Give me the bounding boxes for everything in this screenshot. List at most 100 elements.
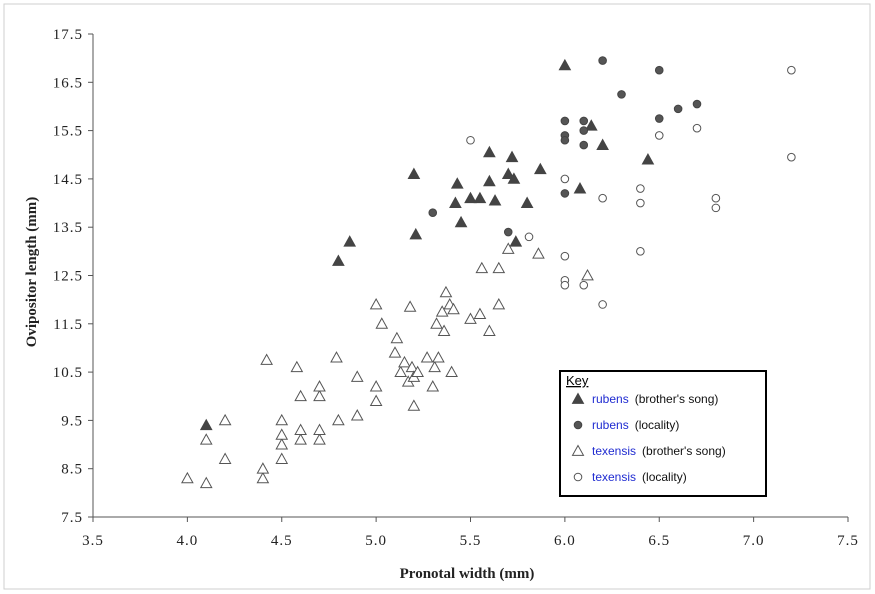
- data-point: [641, 153, 655, 165]
- data-point: [488, 194, 502, 206]
- data-point: [350, 409, 364, 421]
- data-point: [294, 433, 307, 445]
- data-point: [473, 191, 487, 204]
- data-point: [464, 312, 477, 324]
- data-point: [403, 300, 417, 312]
- data-point: [388, 346, 402, 358]
- data-point: [394, 365, 408, 377]
- legend-label: rubens (brother's song): [592, 392, 718, 406]
- data-point: [199, 418, 213, 431]
- series-3: [466, 65, 796, 309]
- data-point: [579, 140, 589, 150]
- data-point: [654, 114, 664, 123]
- data-point: [407, 399, 421, 411]
- y-tick-label: 15.5: [53, 124, 83, 140]
- data-point: [430, 317, 443, 329]
- data-point: [218, 452, 232, 464]
- data-point: [313, 389, 326, 402]
- data-point: [449, 196, 462, 208]
- data-point: [524, 232, 534, 242]
- legend-species: rubens: [592, 392, 629, 406]
- data-point: [509, 235, 523, 247]
- data-point: [558, 58, 572, 71]
- data-point: [581, 268, 594, 281]
- data-points: [181, 56, 796, 489]
- legend-label: texensis (brother's song): [592, 444, 726, 458]
- data-point: [313, 380, 326, 392]
- data-point: [275, 452, 289, 464]
- data-point: [260, 353, 273, 365]
- data-point: [654, 131, 664, 140]
- x-tick-label: 6.5: [648, 533, 670, 549]
- data-point: [787, 65, 796, 75]
- data-point: [579, 126, 589, 135]
- data-point: [473, 307, 487, 320]
- y-tick-label: 14.5: [53, 172, 83, 188]
- data-point: [411, 365, 424, 377]
- legend-note: (brother's song): [642, 444, 726, 458]
- y-axis-label: Ovipositor length (mm): [24, 197, 40, 348]
- y-tick-label: 9.5: [61, 413, 83, 429]
- legend-entries: rubens (brother's song)rubens (locality)te…: [571, 392, 726, 484]
- data-point: [369, 297, 383, 310]
- data-point: [332, 254, 345, 266]
- data-point: [218, 413, 232, 426]
- y-tick-label: 17.5: [53, 27, 83, 43]
- x-tick-label: 4.5: [271, 533, 293, 549]
- legend-label: rubens (locality): [592, 418, 679, 432]
- data-point: [199, 476, 213, 489]
- x-tick-label: 5.0: [365, 533, 387, 549]
- data-point: [454, 215, 468, 228]
- data-point: [420, 351, 434, 363]
- data-point: [617, 90, 626, 99]
- data-point: [256, 462, 270, 474]
- data-point: [711, 203, 721, 213]
- y-tick-label: 11.5: [53, 317, 83, 333]
- data-point: [584, 119, 598, 131]
- data-point: [445, 365, 458, 377]
- data-point: [313, 423, 326, 435]
- ticks: 3.5 4.0 4.5 5.0 5.5 6.0 6.5 7.0 7.5 7.5 8.5 9.5 10.5…: [53, 27, 859, 549]
- data-point: [290, 360, 304, 373]
- data-point: [492, 297, 506, 310]
- legend-marker: [573, 472, 583, 482]
- legend-species: texensis: [592, 470, 636, 484]
- data-point: [369, 394, 383, 406]
- data-point: [439, 285, 453, 298]
- data-point: [787, 152, 796, 162]
- series-2: [181, 242, 594, 489]
- data-point: [654, 65, 664, 75]
- data-point: [711, 193, 721, 203]
- data-point: [560, 116, 570, 126]
- data-point: [507, 172, 521, 184]
- data-point: [426, 380, 440, 392]
- data-point: [573, 182, 587, 194]
- series-1: [428, 56, 702, 237]
- x-axis-label: Pronotal width (mm): [400, 566, 535, 582]
- data-point: [428, 208, 438, 218]
- data-point: [330, 351, 343, 363]
- x-tick-label: 4.0: [177, 533, 199, 549]
- data-point: [294, 423, 307, 435]
- data-point: [275, 438, 289, 450]
- x-tick-label: 7.5: [837, 533, 859, 549]
- data-point: [428, 360, 441, 373]
- data-point: [636, 247, 645, 256]
- data-point: [437, 324, 451, 336]
- chart-frame: [3, 3, 871, 590]
- data-point: [505, 150, 519, 163]
- y-tick-label: 8.5: [61, 462, 83, 478]
- data-point: [483, 324, 496, 336]
- data-point: [350, 370, 364, 382]
- data-point: [375, 317, 389, 329]
- data-point: [560, 280, 570, 290]
- data-point: [294, 389, 307, 402]
- data-point: [636, 184, 645, 193]
- data-point: [181, 471, 194, 484]
- y-tick-label: 7.5: [61, 510, 83, 526]
- data-point: [560, 135, 570, 145]
- legend-title: Key: [566, 373, 589, 388]
- legend-marker: [571, 392, 585, 404]
- data-point: [673, 104, 683, 114]
- data-point: [596, 138, 609, 150]
